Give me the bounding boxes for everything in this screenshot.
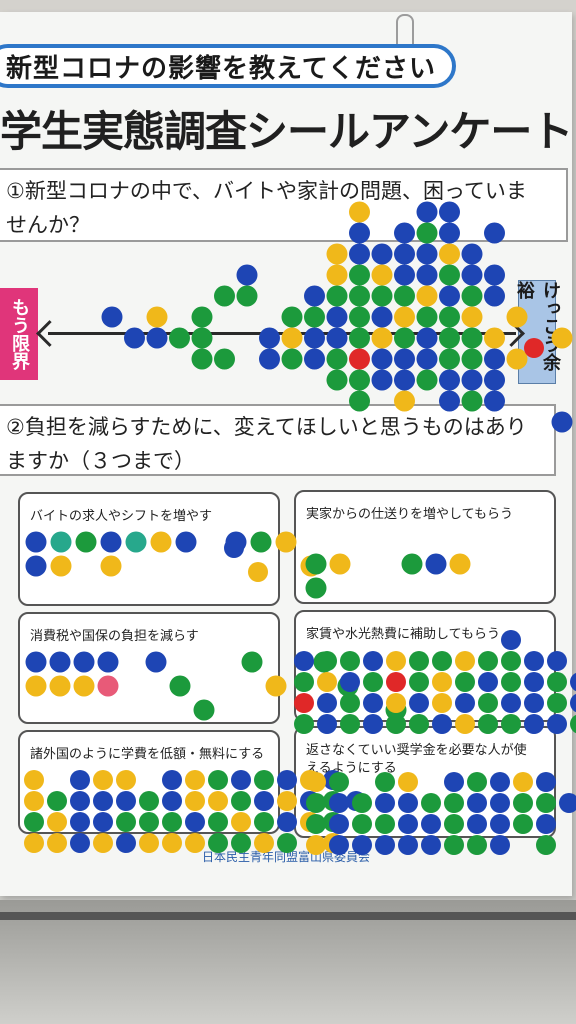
scale-axis (48, 332, 516, 335)
option-card-3: 消費税や国保の負担を減らす (18, 612, 280, 724)
question-2-box: ②負担を減らすために、変えてほしいと思うものはあり ますか（３つまで） (0, 404, 556, 476)
poster-title: 学生実態調査シールアンケート (0, 107, 573, 156)
option-card-2: 実家からの仕送りを増やしてもらう (294, 490, 556, 604)
floor (0, 900, 576, 1024)
floor-rail (0, 912, 576, 920)
question-1-line2: せんか？ (6, 213, 90, 237)
option-card-1: バイトの求人やシフトを増やす (18, 492, 280, 606)
question-1-box: ①新型コロナの中で、バイトや家計の問題、困っていま せんか？ (0, 168, 568, 242)
option-card-6: 返さなくていい奨学金を必要な人が使えるようにする (294, 726, 556, 838)
option-label-4: 家賃や水光熱費に補助してもらう (306, 627, 500, 642)
organization-name: 日本民主青年同盟富山県委員会 (201, 850, 370, 864)
option-label-3: 消費税や国保の負担を減らす (30, 629, 199, 644)
left-scale-label: もう限界 (0, 288, 38, 380)
option-card-5: 諸外国のように学費を低額・無料にする (18, 730, 280, 834)
poster-subtitle: 新型コロナの影響を教えてください (6, 53, 436, 84)
option-label-2: 実家からの仕送りを増やしてもらう (306, 507, 513, 522)
option-card-4: 家賃や水光熱費に補助してもらう (294, 610, 556, 722)
option-label-6: 返さなくていい奨学金を必要な人が使えるようにする (306, 743, 527, 776)
right-scale-label: けっこう余裕 (514, 280, 561, 384)
question-2-line1: ②負担を減らすために、変えてほしいと思うものはあり (6, 415, 527, 439)
option-label-1: バイトの求人やシフトを増やす (30, 509, 213, 524)
question-1-line1: ①新型コロナの中で、バイトや家計の問題、困っていま (6, 179, 527, 203)
option-label-5: 諸外国のように学費を低額・無料にする (30, 747, 265, 762)
question-2-line2: ますか（３つまで） (6, 449, 195, 473)
subtitle-banner: 新型コロナの影響を教えてください (0, 44, 456, 88)
